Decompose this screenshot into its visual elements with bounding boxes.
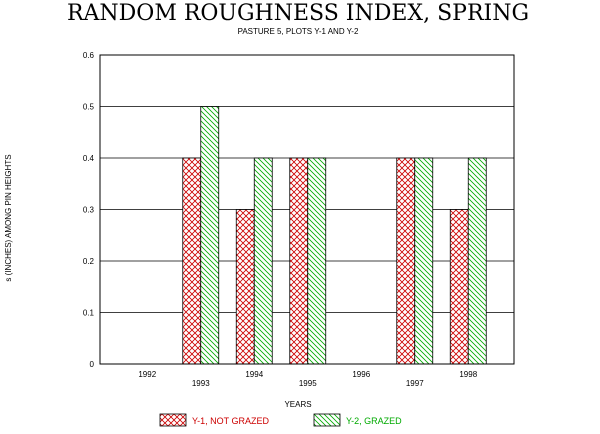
legend-label-y2: Y-2, GRAZED <box>346 416 402 426</box>
y-tick-label: 0.1 <box>83 309 95 318</box>
bar <box>235 209 255 365</box>
y-axis-ticks: 0 0.1 0.2 0.3 0.4 0.5 0.6 <box>83 51 95 369</box>
x-tick-label: 1992 <box>138 370 156 379</box>
y-axis-label: s (INCHES) AMONG PIN HEIGHTS <box>4 154 13 281</box>
bar <box>253 157 273 365</box>
y-tick-label: 0.4 <box>83 154 95 163</box>
y-tick-label: 0.5 <box>83 103 95 112</box>
x-tick-label: 1994 <box>245 370 263 379</box>
x-tick-label: 1993 <box>192 379 210 388</box>
bar <box>467 157 487 365</box>
legend-label-y1: Y-1, NOT GRAZED <box>192 416 270 426</box>
bar <box>200 106 220 365</box>
chart-title: RANDOM ROUGHNESS INDEX, SPRING <box>67 1 529 26</box>
y-tick-label: 0.2 <box>83 257 95 266</box>
plot-frame <box>99 54 515 365</box>
x-tick-label: 1998 <box>459 370 477 379</box>
legend-swatch-y2 <box>313 413 341 427</box>
y-tick-label: 0 <box>90 360 95 369</box>
y-tick-label: 0.3 <box>83 206 95 215</box>
x-tick-label: 1997 <box>406 379 424 388</box>
x-axis-label: YEARS <box>284 400 311 409</box>
bar <box>307 157 327 365</box>
bar <box>396 157 416 365</box>
x-tick-label: 1995 <box>299 379 317 388</box>
bar <box>182 157 202 365</box>
bar <box>289 157 309 365</box>
legend: Y-1, NOT GRAZED Y-2, GRAZED <box>159 413 402 427</box>
x-tick-label: 1996 <box>352 370 370 379</box>
bars <box>182 106 487 365</box>
chart-subtitle: PASTURE 5, PLOTS Y-1 AND Y-2 <box>238 27 359 36</box>
bar <box>449 209 469 365</box>
legend-swatch-y1 <box>159 413 187 427</box>
bar <box>414 157 434 365</box>
y-tick-label: 0.6 <box>83 51 95 60</box>
x-axis-ticks: 1992 1993 1994 1995 1996 1997 1998 <box>138 370 477 388</box>
